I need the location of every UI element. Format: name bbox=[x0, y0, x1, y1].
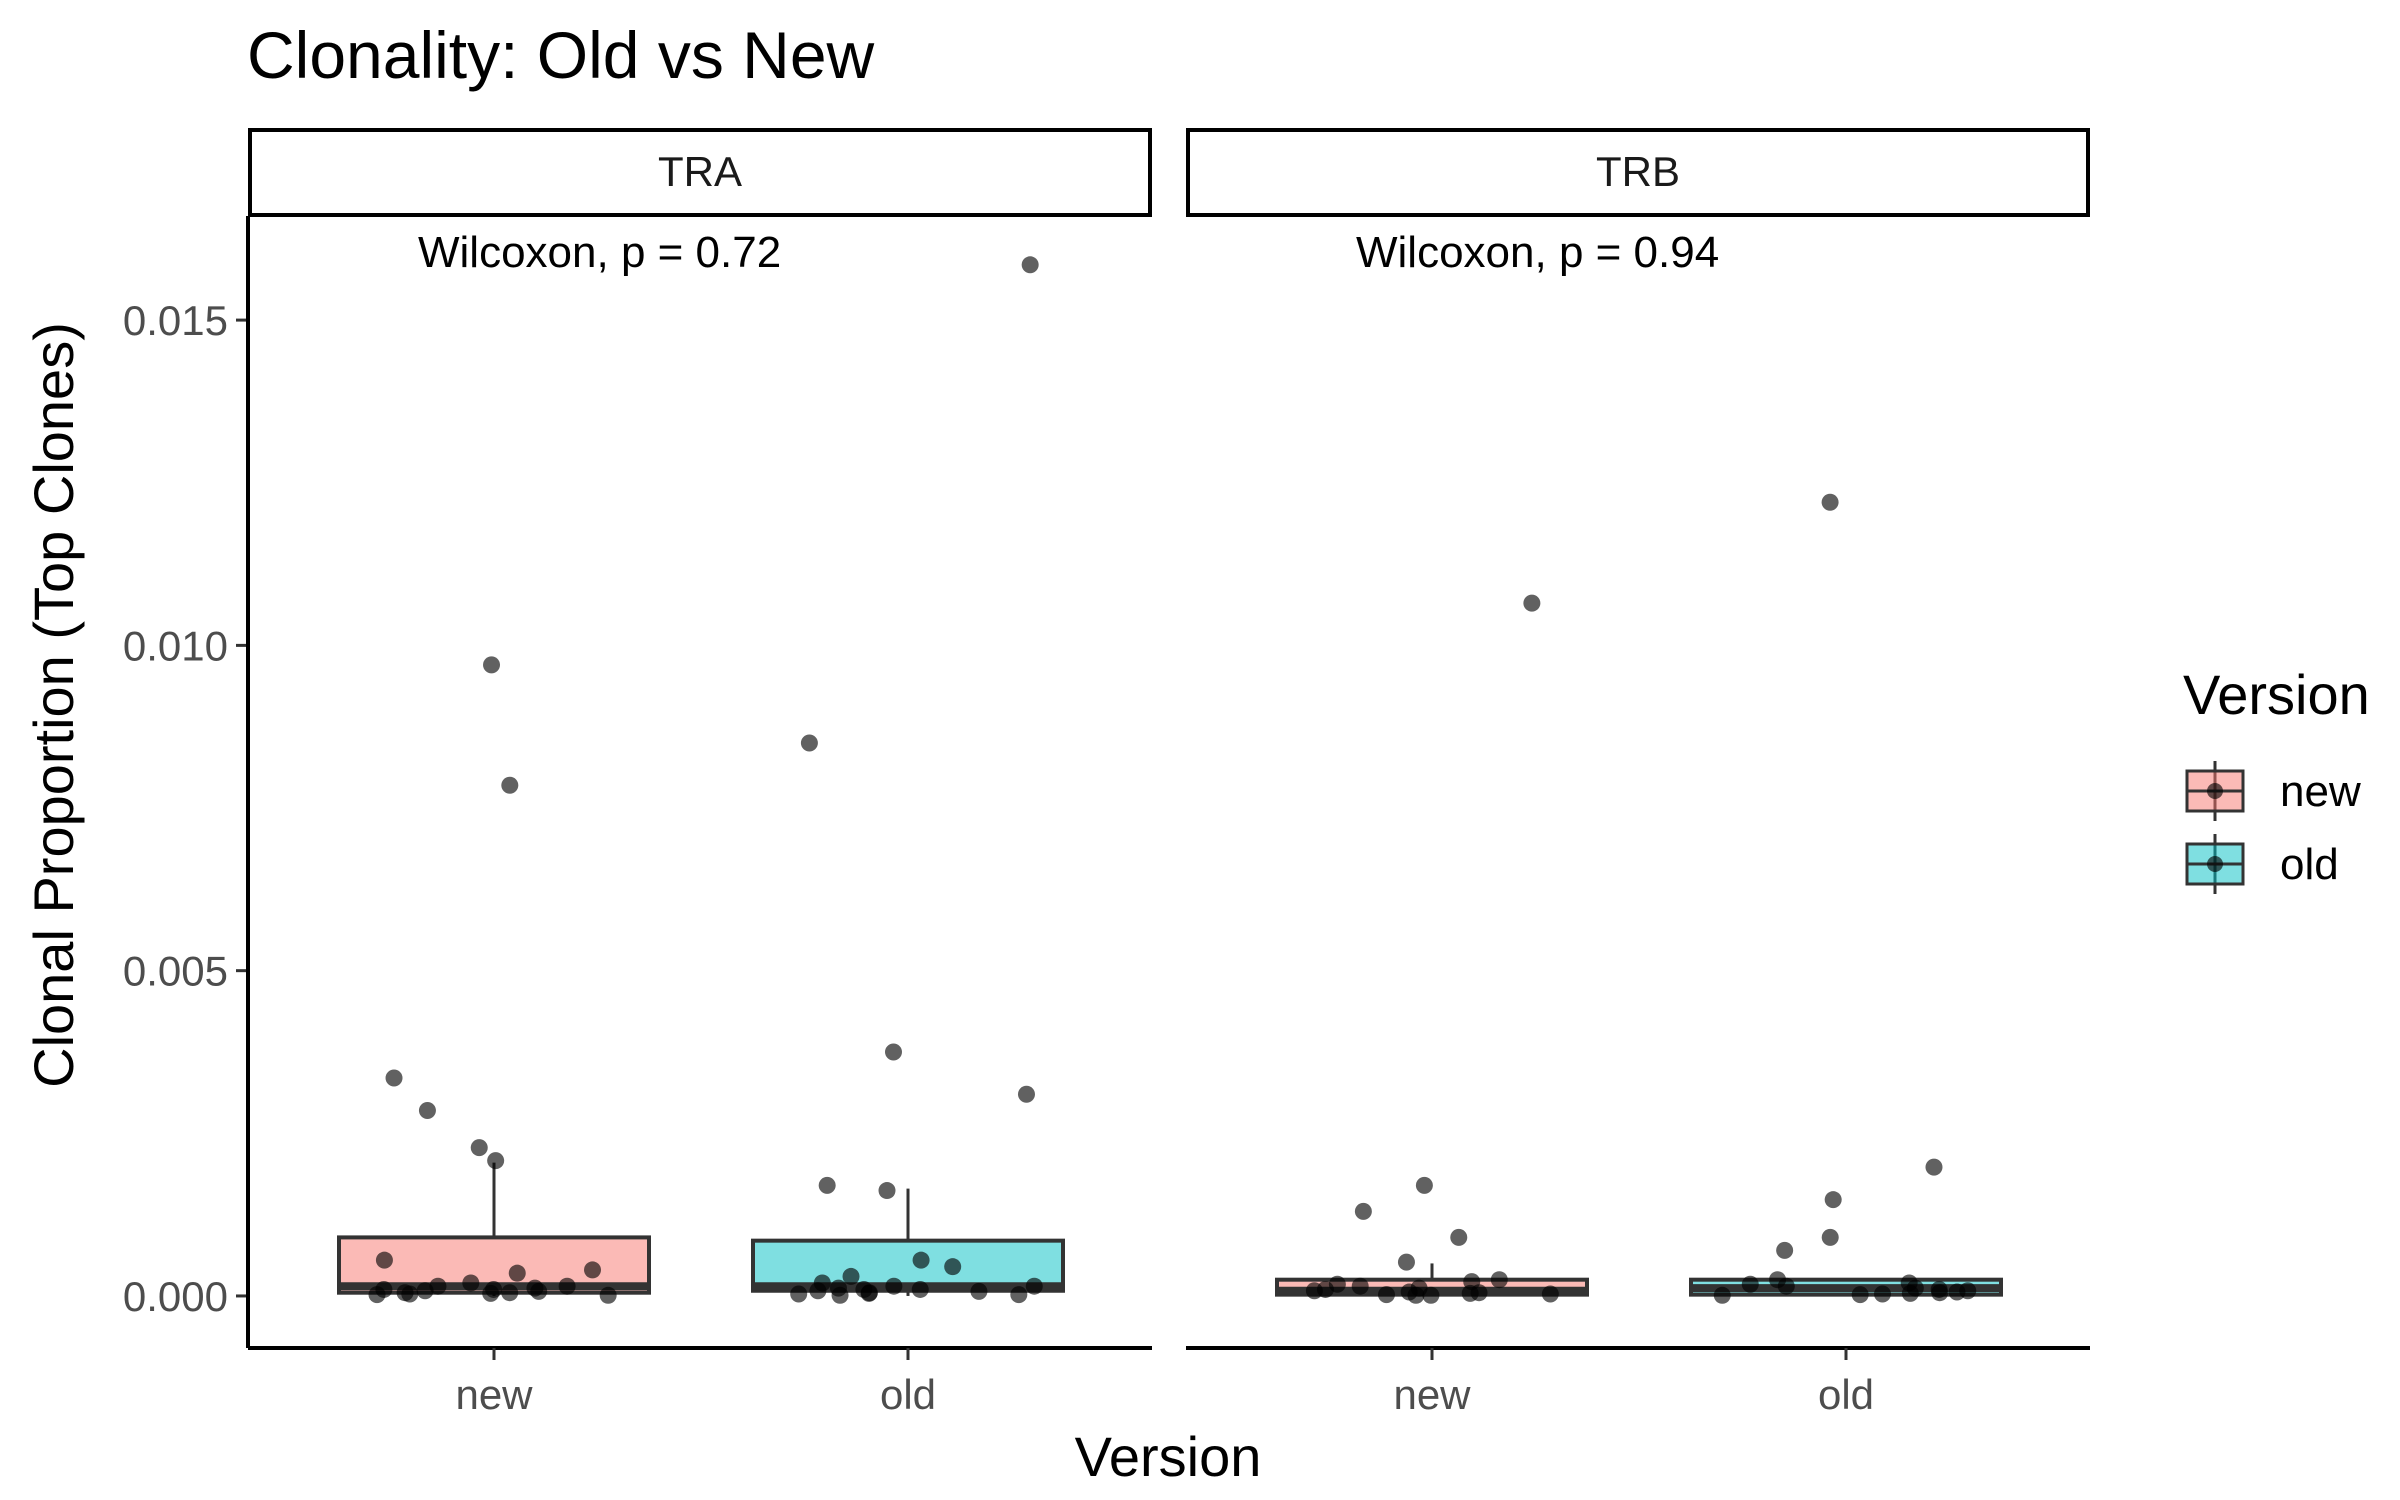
data-point bbox=[818, 1176, 836, 1194]
data-point bbox=[1407, 1286, 1425, 1304]
facet-strip bbox=[1186, 128, 2090, 217]
data-point bbox=[878, 1182, 896, 1200]
data-point bbox=[1873, 1285, 1891, 1303]
data-point bbox=[1948, 1283, 1966, 1301]
data-point bbox=[1821, 493, 1839, 511]
data-point bbox=[1450, 1228, 1468, 1246]
data-point bbox=[1305, 1282, 1323, 1300]
data-point bbox=[912, 1251, 930, 1269]
data-point bbox=[1824, 1191, 1842, 1209]
data-point bbox=[1925, 1158, 1943, 1176]
data-point bbox=[1901, 1284, 1919, 1302]
data-point bbox=[970, 1282, 988, 1300]
data-point bbox=[584, 1261, 602, 1279]
data-point bbox=[470, 1139, 488, 1157]
data-point bbox=[1490, 1271, 1508, 1289]
data-point bbox=[1777, 1277, 1795, 1295]
panel-tra: TRA Wilcoxon, p = 0.72 new old bbox=[246, 128, 1152, 1418]
box-new: new bbox=[337, 656, 651, 1418]
box-new: new bbox=[1275, 594, 1589, 1418]
data-point bbox=[401, 1285, 419, 1303]
data-point bbox=[1422, 1286, 1440, 1304]
chart-title: Clonality: Old vs New bbox=[247, 18, 875, 92]
data-point bbox=[860, 1284, 878, 1302]
facet-strip bbox=[248, 128, 1152, 217]
data-point bbox=[885, 1277, 903, 1295]
legend-key-point bbox=[2207, 783, 2223, 799]
legend-label: new bbox=[2280, 767, 2361, 816]
data-point bbox=[1021, 256, 1039, 274]
data-point bbox=[884, 1043, 902, 1061]
wilcoxon-annotation: Wilcoxon, p = 0.94 bbox=[1356, 228, 1719, 277]
data-point bbox=[1397, 1253, 1415, 1271]
y-axis-label: Clonal Proportion (Top Clones) bbox=[22, 322, 85, 1088]
data-point bbox=[1713, 1286, 1731, 1304]
data-point bbox=[1851, 1286, 1869, 1304]
legend-key-new: new bbox=[2185, 761, 2361, 821]
facet-label: TRA bbox=[658, 148, 742, 195]
panel-trb: TRB Wilcoxon, p = 0.94 new old bbox=[1186, 128, 2090, 1418]
data-point bbox=[1017, 1085, 1035, 1103]
data-point bbox=[416, 1282, 434, 1300]
legend: Version new old bbox=[2183, 663, 2370, 894]
x-axis-label: Version bbox=[1075, 1425, 1262, 1488]
data-point bbox=[1523, 594, 1541, 612]
data-point bbox=[800, 734, 818, 752]
x-tick-label: old bbox=[880, 1371, 936, 1418]
y-tick-label: 0.005 bbox=[123, 948, 228, 995]
data-point bbox=[530, 1282, 548, 1300]
data-point bbox=[1377, 1286, 1395, 1304]
box-old: old bbox=[1689, 493, 2003, 1418]
data-point bbox=[911, 1280, 929, 1298]
data-point bbox=[809, 1282, 827, 1300]
data-point bbox=[1741, 1275, 1759, 1293]
facet-panels: 0.000 0.005 0.010 0.015 TRA Wilcoxon, p = 0.7… bbox=[123, 128, 2090, 1418]
x-tick-label: old bbox=[1818, 1371, 1874, 1418]
data-point bbox=[1415, 1176, 1433, 1194]
x-tick-label: new bbox=[455, 1371, 533, 1418]
data-point bbox=[558, 1277, 576, 1295]
data-point bbox=[501, 1284, 519, 1302]
data-point bbox=[487, 1152, 505, 1170]
data-point bbox=[1351, 1277, 1369, 1295]
data-point bbox=[831, 1286, 849, 1304]
data-point bbox=[385, 1069, 403, 1087]
legend-label: old bbox=[2280, 840, 2339, 889]
legend-key-point bbox=[2207, 856, 2223, 872]
data-point bbox=[482, 1284, 500, 1302]
data-point bbox=[375, 1251, 393, 1269]
data-point bbox=[944, 1258, 962, 1276]
facet-label: TRB bbox=[1596, 148, 1680, 195]
legend-key-old: old bbox=[2185, 834, 2339, 894]
data-point bbox=[790, 1285, 808, 1303]
legend-title: Version bbox=[2183, 663, 2370, 726]
data-point bbox=[483, 656, 501, 674]
data-point bbox=[842, 1267, 860, 1285]
data-point bbox=[1776, 1241, 1794, 1259]
data-point bbox=[508, 1264, 526, 1282]
data-point bbox=[1354, 1202, 1372, 1220]
data-point bbox=[462, 1274, 480, 1292]
data-point bbox=[599, 1286, 617, 1304]
x-tick-label: new bbox=[1393, 1371, 1471, 1418]
data-point bbox=[368, 1286, 386, 1304]
data-point bbox=[1821, 1228, 1839, 1246]
box-old: old bbox=[751, 256, 1065, 1418]
data-point bbox=[501, 776, 519, 794]
y-tick-label: 0.000 bbox=[123, 1273, 228, 1320]
data-point bbox=[418, 1102, 436, 1120]
data-point bbox=[429, 1277, 447, 1295]
data-point bbox=[1461, 1284, 1479, 1302]
data-point bbox=[1931, 1284, 1949, 1302]
wilcoxon-annotation: Wilcoxon, p = 0.72 bbox=[418, 228, 781, 277]
y-tick-label: 0.010 bbox=[123, 622, 228, 669]
data-point bbox=[1025, 1277, 1043, 1295]
data-point bbox=[1010, 1286, 1028, 1304]
data-point bbox=[1541, 1285, 1559, 1303]
y-tick-label: 0.015 bbox=[123, 297, 228, 344]
